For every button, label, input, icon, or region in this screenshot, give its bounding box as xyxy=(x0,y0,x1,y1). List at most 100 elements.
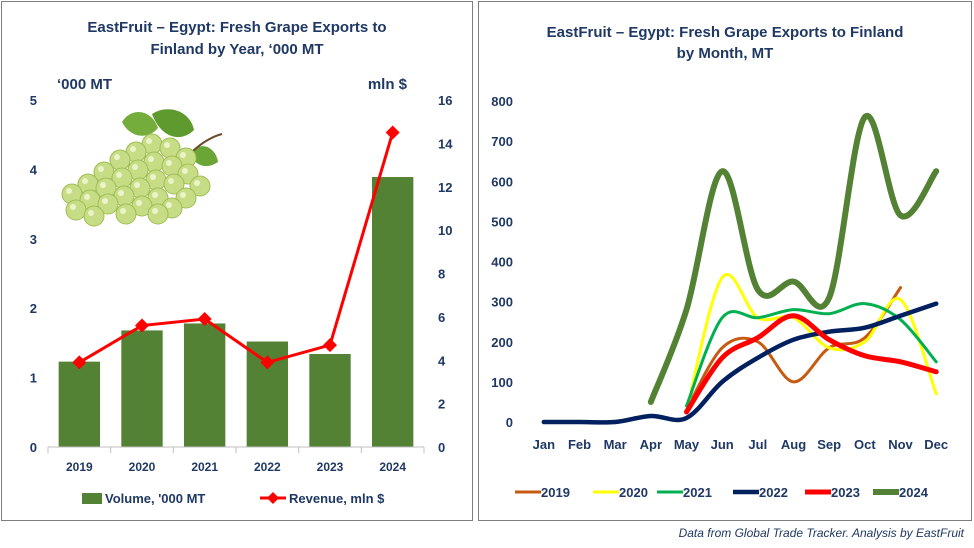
grape-highlight xyxy=(148,156,154,162)
right-y-tick-label: 4 xyxy=(438,353,446,368)
month-tick-label: May xyxy=(674,437,700,452)
grape-highlight xyxy=(180,152,186,158)
month-tick-label: Aug xyxy=(781,437,806,452)
year-tick-label: 2022 xyxy=(254,460,281,474)
monthly-y-tick-label: 0 xyxy=(506,415,513,430)
monthly-chart-title-line2: by Month, MT xyxy=(676,45,774,62)
grape-highlight xyxy=(136,200,142,206)
grape-berry xyxy=(65,199,87,221)
right-y-tick-label: 2 xyxy=(438,397,445,412)
month-tick-label: Apr xyxy=(640,437,662,452)
grape-highlight xyxy=(82,178,88,184)
grape-leaf xyxy=(122,111,158,136)
yearly-chart-title-line1: EastFruit – Egypt: Fresh Grape Exports t… xyxy=(87,19,387,36)
right-y-tick-label: 16 xyxy=(438,93,452,108)
volume-bar xyxy=(183,323,226,447)
legend-volume-label: Volume, '000 MT xyxy=(105,491,205,506)
left-y-unit-label: ‘000 MT xyxy=(57,76,112,93)
revenue-point xyxy=(260,355,275,370)
grape-highlight xyxy=(130,146,136,152)
grape-leaf xyxy=(152,109,194,138)
grape-highlight xyxy=(100,182,106,188)
grape-stem xyxy=(191,133,223,153)
left-y-tick-label: 5 xyxy=(30,93,37,108)
grape-highlight xyxy=(66,188,72,194)
right-y-tick-label: 6 xyxy=(438,310,445,325)
grape-highlight xyxy=(118,190,124,196)
revenue-point xyxy=(385,125,400,140)
legend-revenue-marker xyxy=(267,492,279,504)
grape-berry xyxy=(115,203,137,225)
grape-highlight xyxy=(164,142,170,148)
grape-highlight xyxy=(114,154,120,160)
grape-highlight xyxy=(180,192,186,198)
month-tick-label: Jul xyxy=(748,437,767,452)
monthly-y-tick-label: 500 xyxy=(491,214,513,229)
grape-highlight xyxy=(88,210,94,216)
left-y-tick-label: 0 xyxy=(30,440,37,455)
grape-highlight xyxy=(166,160,172,166)
left-y-tick-label: 4 xyxy=(30,162,38,177)
monthly-y-tick-label: 800 xyxy=(491,94,513,109)
year-tick-label: 2020 xyxy=(129,460,156,474)
year-tick-label: 2021 xyxy=(191,460,218,474)
year-tick-label: 2019 xyxy=(66,460,93,474)
monthly-chart-title-line1: EastFruit – Egypt: Fresh Grape Exports t… xyxy=(546,24,904,41)
grape-highlight xyxy=(134,182,140,188)
legend-label-2021: 2021 xyxy=(683,485,712,500)
revenue-line xyxy=(78,132,395,365)
grape-berry xyxy=(147,203,169,225)
volume-bar xyxy=(58,361,101,447)
right-y-tick-label: 0 xyxy=(438,440,445,455)
revenue-point xyxy=(197,312,212,327)
year-tick-label: 2024 xyxy=(379,460,406,474)
month-tick-label: Nov xyxy=(888,437,913,452)
legend-volume-swatch xyxy=(82,493,102,504)
revenue-point xyxy=(323,338,337,353)
volume-bar xyxy=(371,177,414,447)
grape-highlight xyxy=(166,202,172,208)
monthly-chart-panel: EastFruit – Egypt: Fresh Grape Exports t… xyxy=(478,1,972,521)
grape-highlight xyxy=(150,174,156,180)
monthly-y-tick-label: 700 xyxy=(491,134,513,149)
revenue-point xyxy=(135,318,149,333)
series-line-2022 xyxy=(541,301,939,425)
right-y-tick-label: 10 xyxy=(438,223,452,238)
legend-revenue-label: Revenue, mln $ xyxy=(289,491,385,506)
month-tick-label: Jan xyxy=(533,437,555,452)
month-tick-label: Sep xyxy=(817,437,841,452)
grape-highlight xyxy=(70,204,76,210)
monthly-y-tick-label: 400 xyxy=(491,255,513,270)
legend-label-2022: 2022 xyxy=(759,485,788,500)
grape-highlight xyxy=(102,198,108,204)
monthly-y-tick-label: 600 xyxy=(491,174,513,189)
grape-highlight xyxy=(168,178,174,184)
grape-highlight xyxy=(120,208,126,214)
monthly-y-tick-label: 200 xyxy=(491,335,513,350)
yearly-chart-title-line2: Finland by Year, ‘000 MT xyxy=(150,41,324,58)
left-y-tick-label: 2 xyxy=(30,301,37,316)
right-y-tick-label: 12 xyxy=(438,180,452,195)
grape-leaf xyxy=(190,146,218,167)
volume-bar xyxy=(121,330,163,447)
grape-highlight xyxy=(132,164,138,170)
legend-label-2019: 2019 xyxy=(541,485,570,500)
month-tick-label: Mar xyxy=(604,437,627,452)
left-y-tick-label: 3 xyxy=(30,232,37,247)
series-line-2020 xyxy=(685,273,938,414)
monthly-y-tick-label: 300 xyxy=(491,295,513,310)
grape-berry xyxy=(83,205,105,227)
grapes-image xyxy=(61,109,223,227)
month-tick-label: Feb xyxy=(568,437,591,452)
revenue-point xyxy=(72,355,87,370)
left-y-tick-label: 1 xyxy=(30,371,37,386)
grape-highlight xyxy=(84,194,90,200)
grape-highlight xyxy=(194,180,200,186)
source-footnote: Data from Global Trade Tracker. Analysis… xyxy=(678,526,964,540)
grape-highlight xyxy=(98,166,104,172)
yearly-chart-panel: EastFruit – Egypt: Fresh Grape Exports t… xyxy=(1,1,473,521)
right-y-tick-label: 8 xyxy=(438,267,445,282)
grape-highlight xyxy=(182,168,188,174)
month-tick-label: Dec xyxy=(924,437,948,452)
